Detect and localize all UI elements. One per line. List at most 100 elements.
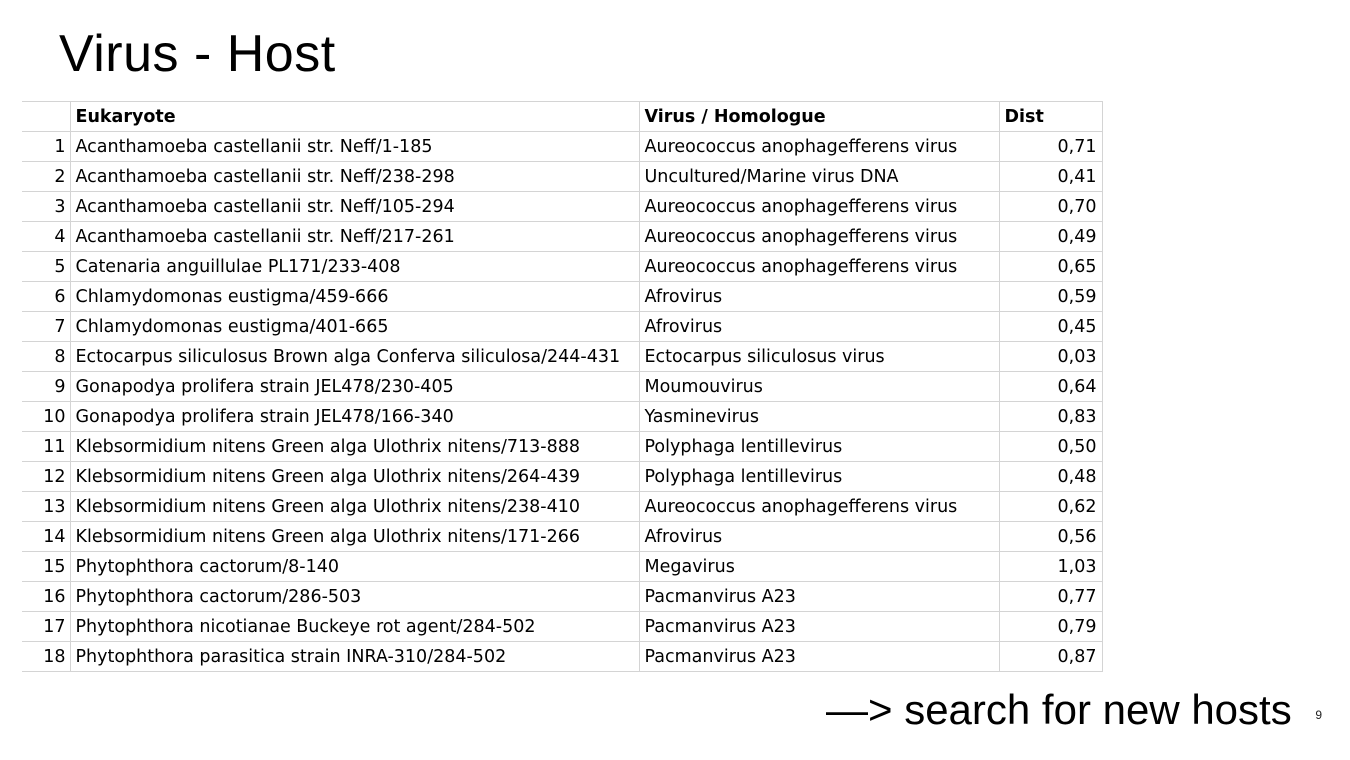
row-index: 5 — [22, 251, 70, 282]
dist-cell: 0,56 — [998, 521, 1103, 552]
row-index: 9 — [22, 371, 70, 402]
dist-cell: 0,50 — [998, 431, 1103, 462]
eukaryote-cell: Catenaria anguillulae PL171/233-408 — [69, 251, 639, 282]
table-row: 18 Phytophthora parasitica strain INRA-31… — [22, 641, 1103, 672]
table-row: 13 Klebsormidium nitens Green alga Ulothr… — [22, 491, 1103, 522]
dist-cell: 0,49 — [998, 221, 1103, 252]
row-index: 12 — [22, 461, 70, 492]
table-row: 15 Phytophthora cactorum/8-140 Megavirus 1,… — [22, 551, 1103, 582]
eukaryote-cell: Acanthamoeba castellanii str. Neff/1-185 — [69, 131, 639, 162]
header-index — [22, 101, 70, 132]
eukaryote-cell: Phytophthora cactorum/286-503 — [69, 581, 639, 612]
row-index: 8 — [22, 341, 70, 372]
dist-cell: 0,65 — [998, 251, 1103, 282]
eukaryote-cell: Chlamydomonas eustigma/401-665 — [69, 311, 639, 342]
eukaryote-cell: Phytophthora parasitica strain INRA-310/… — [69, 641, 639, 672]
dist-cell: 0,70 — [998, 191, 1103, 222]
virus-cell: Polyphaga lentillevirus — [638, 431, 999, 462]
table-row: 10 Gonapodya prolifera strain JEL478/166-… — [22, 401, 1103, 432]
eukaryote-cell: Acanthamoeba castellanii str. Neff/238-2… — [69, 161, 639, 192]
dist-cell: 0,77 — [998, 581, 1103, 612]
row-index: 14 — [22, 521, 70, 552]
dist-cell: 0,64 — [998, 371, 1103, 402]
spreadsheet-table-container: Eukaryote Virus / Homologue Dist 1 Acanth… — [22, 101, 1103, 672]
virus-cell: Afrovirus — [638, 311, 999, 342]
dist-cell: 0,41 — [998, 161, 1103, 192]
table-row: 5 Catenaria anguillulae PL171/233-408 Aure… — [22, 251, 1103, 282]
eukaryote-cell: Gonapodya prolifera strain JEL478/230-40… — [69, 371, 639, 402]
virus-cell: Aureococcus anophagefferens virus — [638, 221, 999, 252]
dist-cell: 0,79 — [998, 611, 1103, 642]
eukaryote-cell: Ectocarpus siliculosus Brown alga Confer… — [69, 341, 639, 372]
eukaryote-cell: Phytophthora nicotianae Buckeye rot agen… — [69, 611, 639, 642]
eukaryote-cell: Gonapodya prolifera strain JEL478/166-34… — [69, 401, 639, 432]
table-row: 2 Acanthamoeba castellanii str. Neff/238-… — [22, 161, 1103, 192]
virus-cell: Moumouvirus — [638, 371, 999, 402]
virus-cell: Megavirus — [638, 551, 999, 582]
table-row: 7 Chlamydomonas eustigma/401-665 Afrovirus… — [22, 311, 1103, 342]
virus-cell: Pacmanvirus A23 — [638, 581, 999, 612]
eukaryote-cell: Phytophthora cactorum/8-140 — [69, 551, 639, 582]
dist-cell: 0,59 — [998, 281, 1103, 312]
virus-cell: Uncultured/Marine virus DNA — [638, 161, 999, 192]
virus-cell: Aureococcus anophagefferens virus — [638, 191, 999, 222]
dist-cell: 0,45 — [998, 311, 1103, 342]
virus-cell: Aureococcus anophagefferens virus — [638, 491, 999, 522]
row-index: 17 — [22, 611, 70, 642]
eukaryote-cell: Klebsormidium nitens Green alga Ulothrix… — [69, 461, 639, 492]
row-index: 6 — [22, 281, 70, 312]
table-row: 4 Acanthamoeba castellanii str. Neff/217-… — [22, 221, 1103, 252]
virus-cell: Yasminevirus — [638, 401, 999, 432]
eukaryote-cell: Chlamydomonas eustigma/459-666 — [69, 281, 639, 312]
table-row: 14 Klebsormidium nitens Green alga Ulothr… — [22, 521, 1103, 552]
row-index: 18 — [22, 641, 70, 672]
header-eukaryote: Eukaryote — [69, 101, 639, 132]
dist-cell: 0,62 — [998, 491, 1103, 522]
table-body: 1 Acanthamoeba castellanii str. Neff/1-18… — [22, 131, 1103, 672]
table-row: 3 Acanthamoeba castellanii str. Neff/105-… — [22, 191, 1103, 222]
dist-cell: 1,03 — [998, 551, 1103, 582]
row-index: 2 — [22, 161, 70, 192]
row-index: 11 — [22, 431, 70, 462]
row-index: 16 — [22, 581, 70, 612]
search-new-hosts-text: —> search for new hosts — [826, 686, 1292, 733]
header-virus: Virus / Homologue — [638, 101, 999, 132]
row-index: 1 — [22, 131, 70, 162]
eukaryote-cell: Acanthamoeba castellanii str. Neff/105-2… — [69, 191, 639, 222]
virus-cell: Afrovirus — [638, 281, 999, 312]
table-row: 6 Chlamydomonas eustigma/459-666 Afrovirus… — [22, 281, 1103, 312]
table-row: 12 Klebsormidium nitens Green alga Ulothr… — [22, 461, 1103, 492]
header-row: Eukaryote Virus / Homologue Dist — [22, 101, 1103, 132]
table-row: 8 Ectocarpus siliculosus Brown alga Confe… — [22, 341, 1103, 372]
page-number: 9 — [1315, 708, 1322, 722]
row-index: 4 — [22, 221, 70, 252]
header-dist: Dist — [998, 101, 1103, 132]
table-row: 16 Phytophthora cactorum/286-503 Pacmanvir… — [22, 581, 1103, 612]
slide-title: Virus - Host — [59, 25, 336, 83]
eukaryote-cell: Klebsormidium nitens Green alga Ulothrix… — [69, 431, 639, 462]
virus-cell: Afrovirus — [638, 521, 999, 552]
eukaryote-cell: Klebsormidium nitens Green alga Ulothrix… — [69, 521, 639, 552]
dist-cell: 0,03 — [998, 341, 1103, 372]
virus-cell: Aureococcus anophagefferens virus — [638, 131, 999, 162]
eukaryote-cell: Klebsormidium nitens Green alga Ulothrix… — [69, 491, 639, 522]
dist-cell: 0,83 — [998, 401, 1103, 432]
dist-cell: 0,87 — [998, 641, 1103, 672]
virus-cell: Polyphaga lentillevirus — [638, 461, 999, 492]
table-row: 17 Phytophthora nicotianae Buckeye rot ag… — [22, 611, 1103, 642]
eukaryote-cell: Acanthamoeba castellanii str. Neff/217-2… — [69, 221, 639, 252]
table-row: 11 Klebsormidium nitens Green alga Ulothr… — [22, 431, 1103, 462]
table-row: 9 Gonapodya prolifera strain JEL478/230-4… — [22, 371, 1103, 402]
virus-cell: Pacmanvirus A23 — [638, 641, 999, 672]
virus-cell: Aureococcus anophagefferens virus — [638, 251, 999, 282]
row-index: 3 — [22, 191, 70, 222]
dist-cell: 0,71 — [998, 131, 1103, 162]
virus-host-table: Eukaryote Virus / Homologue Dist 1 Acanth… — [22, 101, 1103, 672]
row-index: 13 — [22, 491, 70, 522]
table-row: 1 Acanthamoeba castellanii str. Neff/1-18… — [22, 131, 1103, 162]
row-index: 15 — [22, 551, 70, 582]
virus-cell: Ectocarpus siliculosus virus — [638, 341, 999, 372]
virus-cell: Pacmanvirus A23 — [638, 611, 999, 642]
dist-cell: 0,48 — [998, 461, 1103, 492]
row-index: 7 — [22, 311, 70, 342]
